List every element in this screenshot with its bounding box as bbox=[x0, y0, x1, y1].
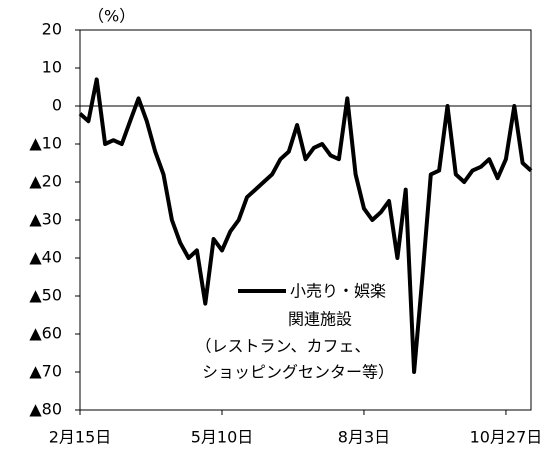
y-tick-label: 20 bbox=[42, 20, 62, 39]
annotation: （レストラン、カフェ、 bbox=[195, 337, 370, 356]
y-tick-label: ▲30 bbox=[29, 210, 62, 229]
y-tick-label: ▲40 bbox=[29, 248, 62, 267]
legend-label: 小売り・娯楽 bbox=[290, 282, 386, 301]
y-tick-label: 10 bbox=[42, 58, 62, 77]
x-tick-label: 10月27日 bbox=[470, 428, 543, 447]
y-tick-label: ▲70 bbox=[29, 362, 62, 381]
y-tick-label: ▲50 bbox=[29, 286, 62, 305]
y-tick-label: ▲20 bbox=[29, 172, 62, 191]
x-tick-label: 8月3日 bbox=[338, 428, 390, 447]
data-line bbox=[78, 77, 533, 374]
annotation: 関連施設 bbox=[288, 310, 352, 329]
y-tick-label: ▲10 bbox=[29, 134, 62, 153]
x-tick-label: 2月15日 bbox=[49, 428, 112, 447]
annotation: ショッピングセンター等） bbox=[202, 363, 394, 382]
y-tick-label: 0 bbox=[52, 96, 62, 115]
y-tick-label: ▲60 bbox=[29, 324, 62, 343]
y-axis-label: （%） bbox=[88, 7, 135, 26]
y-tick-label: ▲80 bbox=[29, 400, 62, 419]
x-tick-label: 5月10日 bbox=[191, 428, 254, 447]
